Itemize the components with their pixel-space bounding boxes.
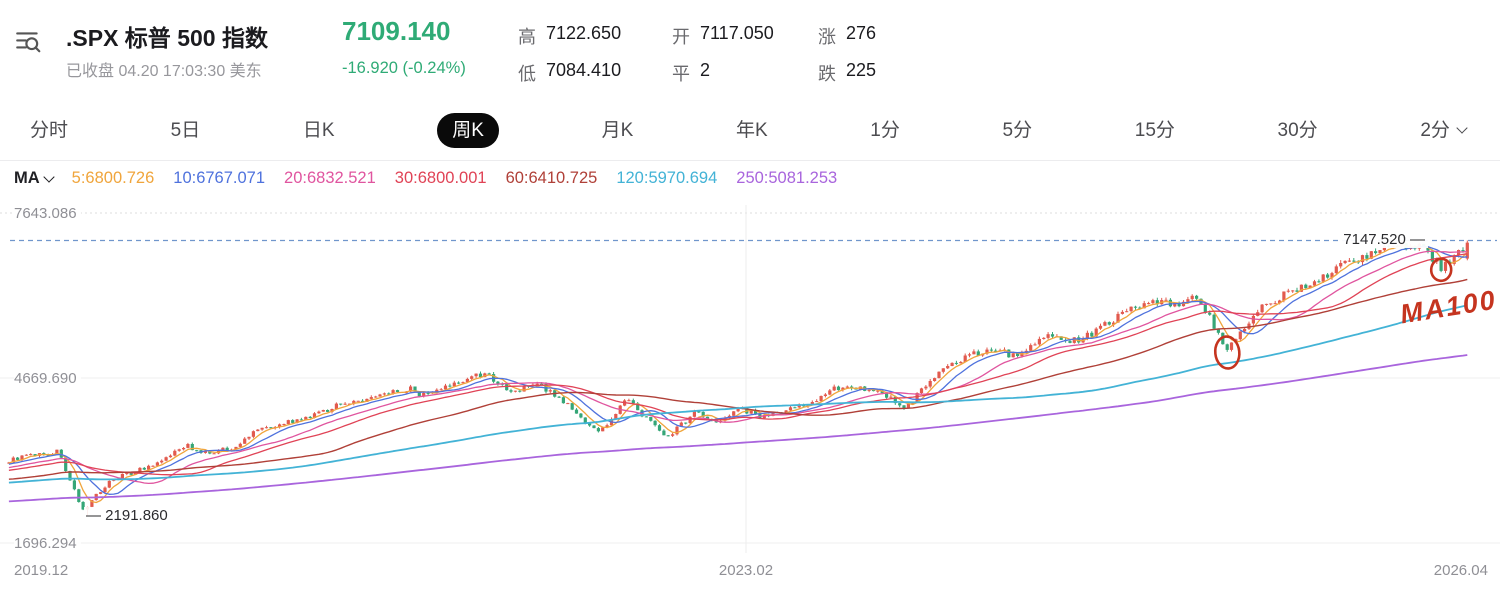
y-axis-label-bottom: 1696.294 — [14, 534, 81, 553]
chevron-down-icon — [43, 171, 55, 183]
tab-day-k[interactable]: 日K — [302, 119, 335, 141]
stat-open-value: 7117.050 — [700, 23, 774, 43]
stat-advancers-value: 276 — [846, 23, 877, 43]
ma20-value: 20:6832.521 — [284, 169, 376, 187]
stat-open: 开 7117.050 — [672, 23, 774, 49]
ma60-value: 60:6410.725 — [505, 169, 598, 187]
stat-decliners-value: 225 — [846, 60, 877, 80]
stat-low: 低 7084.410 — [518, 60, 621, 86]
all-time-high-label: 7147.520 — — [1340, 231, 1428, 248]
tab-week-k[interactable]: 周K — [437, 112, 499, 148]
watchlist-search-icon[interactable] — [14, 27, 42, 55]
x-axis-label-start: 2019.12 — [14, 562, 69, 579]
tab-5day[interactable]: 5日 — [170, 119, 201, 141]
ma-selector[interactable]: MA — [14, 169, 55, 188]
y-axis-label-top: 7643.086 — [14, 204, 81, 223]
x-axis-label-mid: 2023.02 — [718, 562, 774, 579]
stat-advancers-label: 涨 — [818, 27, 836, 47]
ma30-value: 30:6800.001 — [394, 169, 487, 187]
tab-timeshare[interactable]: 分时 — [30, 119, 69, 141]
tab-15min[interactable]: 15分 — [1134, 119, 1175, 141]
stat-flat-label: 平 — [672, 64, 690, 84]
ma-legend: MA 5:6800.726 10:6767.071 20:6832.521 30… — [14, 169, 837, 188]
market-status: 已收盘 04.20 17:03:30 美东 — [66, 63, 262, 80]
y-axis-label-mid: 4669.690 — [14, 369, 81, 388]
stat-open-label: 开 — [672, 27, 690, 47]
chart-canvas[interactable] — [0, 200, 1500, 560]
stat-high: 高 7122.650 — [518, 23, 621, 49]
x-axis-label-end: 2026.04 — [1433, 562, 1488, 579]
symbol-title: .SPX 标普 500 指数 — [66, 25, 268, 51]
stat-high-value: 7122.650 — [546, 23, 622, 43]
stat-flat-value: 2 — [700, 60, 711, 80]
ma5-value: 5:6800.726 — [71, 169, 155, 187]
candlestick-chart[interactable]: 7643.086 4669.690 1696.294 2019.12 2023.… — [0, 200, 1500, 595]
tab-year-k[interactable]: 年K — [735, 119, 768, 141]
stat-high-label: 高 — [518, 27, 536, 47]
tab-2min[interactable]: 2分 — [1420, 119, 1468, 141]
last-price: 7109.140 — [342, 16, 451, 46]
tab-30min[interactable]: 30分 — [1277, 119, 1318, 141]
tab-month-k[interactable]: 月K — [601, 119, 634, 141]
period-tabs: 分时 5日 日K 周K 月K 年K 1分 5分 15分 30分 2分 — [0, 107, 1500, 153]
divider-line — [0, 160, 1500, 161]
ma10-value: 10:6767.071 — [173, 169, 266, 187]
price-change: -16.920 (-0.24%) — [342, 59, 466, 77]
stat-decliners: 跌 225 — [818, 60, 876, 86]
ma250-value: 250:5081.253 — [736, 169, 838, 187]
stat-flat: 平 2 — [672, 60, 710, 86]
stat-low-value: 7084.410 — [546, 60, 622, 80]
stat-decliners-label: 跌 — [818, 64, 836, 84]
crash-low-label: — 2191.860 — [84, 507, 170, 524]
stat-low-label: 低 — [518, 64, 536, 84]
stat-advancers: 涨 276 — [818, 23, 876, 49]
ma-selector-label: MA — [14, 169, 40, 187]
tab-1min[interactable]: 1分 — [870, 119, 900, 141]
tab-2min-label: 2分 — [1420, 119, 1450, 141]
chevron-down-icon — [1456, 122, 1468, 134]
ma120-value: 120:5970.694 — [616, 169, 718, 187]
tab-5min[interactable]: 5分 — [1002, 119, 1033, 141]
